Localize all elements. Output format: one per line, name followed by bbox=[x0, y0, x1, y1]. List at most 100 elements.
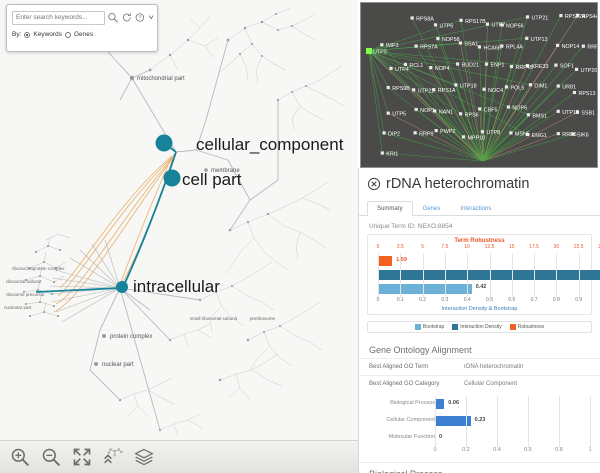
zoom-in-icon[interactable] bbox=[10, 447, 30, 467]
network-node-label: NOP6 bbox=[512, 106, 527, 112]
network-node[interactable] bbox=[410, 16, 414, 20]
network-node[interactable] bbox=[484, 62, 489, 66]
network-node[interactable] bbox=[412, 88, 416, 92]
tree-node-cell-part[interactable] bbox=[163, 169, 181, 187]
network-node[interactable] bbox=[436, 37, 440, 41]
network-node[interactable] bbox=[482, 87, 486, 91]
network-node-label: SSA1 bbox=[464, 41, 478, 47]
chevron-down-icon[interactable] bbox=[148, 11, 154, 24]
network-node[interactable] bbox=[581, 44, 585, 48]
tree-node-nuclear-part[interactable] bbox=[94, 362, 98, 366]
search-row[interactable]: ? bbox=[12, 10, 154, 25]
network-node[interactable] bbox=[380, 151, 384, 155]
fit-screen-icon[interactable] bbox=[72, 447, 92, 467]
network-node[interactable] bbox=[429, 65, 433, 70]
network-node[interactable] bbox=[500, 44, 504, 48]
network-node[interactable] bbox=[554, 63, 558, 67]
gridline bbox=[378, 253, 379, 297]
network-node[interactable] bbox=[455, 62, 460, 66]
network-node[interactable] bbox=[525, 15, 530, 19]
network-node[interactable] bbox=[433, 109, 437, 113]
layers-icon[interactable] bbox=[134, 447, 154, 467]
network-node[interactable] bbox=[509, 131, 513, 135]
go-bar-biological-process bbox=[435, 399, 445, 409]
network-node[interactable] bbox=[386, 85, 390, 90]
tree-node-intracellular[interactable] bbox=[116, 281, 128, 293]
tree-tiny-label-2: ribosome precursor bbox=[6, 292, 45, 297]
network-node-label: NOC4 bbox=[488, 88, 503, 94]
network-node[interactable] bbox=[576, 13, 580, 17]
network-node[interactable] bbox=[526, 113, 530, 117]
network-node[interactable] bbox=[572, 90, 577, 95]
network-node[interactable] bbox=[571, 132, 575, 136]
network-node-label: SSB1 bbox=[581, 111, 595, 117]
tree-node-protein-complex[interactable] bbox=[102, 334, 106, 338]
radio-keywords[interactable] bbox=[24, 31, 31, 38]
network-node[interactable] bbox=[386, 111, 390, 115]
network-node[interactable] bbox=[458, 41, 463, 45]
radio-genes[interactable] bbox=[64, 31, 71, 38]
refresh-icon[interactable] bbox=[121, 11, 133, 24]
network-node[interactable] bbox=[461, 135, 466, 139]
collapse-network-icon[interactable] bbox=[103, 447, 123, 467]
network-node[interactable] bbox=[389, 66, 393, 71]
network-node[interactable] bbox=[559, 13, 563, 18]
tab-summary[interactable]: Summary bbox=[367, 201, 413, 216]
zoom-out-icon[interactable] bbox=[41, 447, 61, 467]
term-detail-panel[interactable]: rDNA heterochromatin Summary Genes Inter… bbox=[358, 168, 600, 473]
network-node[interactable] bbox=[432, 88, 436, 92]
search-by-row[interactable]: By: Keywords Genes bbox=[12, 31, 93, 38]
tab-genes[interactable]: Genes bbox=[422, 206, 441, 212]
network-node[interactable] bbox=[478, 107, 482, 111]
search-icon[interactable] bbox=[107, 11, 119, 24]
ontology-tree-panel[interactable]: cellular_component cell part intracellul… bbox=[0, 0, 358, 473]
network-node[interactable] bbox=[414, 44, 418, 48]
tree-node-membrane[interactable] bbox=[204, 168, 208, 172]
top-tick: 15 bbox=[509, 244, 515, 250]
network-node[interactable] bbox=[504, 85, 509, 89]
network-node[interactable] bbox=[433, 23, 438, 27]
network-node[interactable] bbox=[526, 132, 530, 137]
tree-node-cellular-component[interactable] bbox=[155, 134, 173, 152]
network-node[interactable] bbox=[555, 43, 560, 47]
network-node-label: RPS9B bbox=[392, 86, 410, 92]
network-node[interactable] bbox=[485, 22, 490, 26]
search-input[interactable] bbox=[12, 10, 105, 25]
network-node[interactable] bbox=[528, 83, 533, 87]
search-panel[interactable]: NeXO ? By: bbox=[6, 0, 158, 52]
network-edge bbox=[482, 134, 528, 162]
network-node[interactable] bbox=[477, 45, 482, 49]
network-node[interactable] bbox=[403, 62, 408, 66]
network-node[interactable] bbox=[556, 84, 560, 88]
tab-interactions[interactable]: Interactions bbox=[460, 206, 492, 212]
network-node[interactable] bbox=[413, 131, 417, 135]
gene-interaction-network-panel[interactable]: UTP9 RPS8A UTP6 RPS17B UTP7 NOP56 UTP21 RPS22A R… bbox=[360, 2, 598, 168]
network-node[interactable] bbox=[525, 64, 530, 68]
close-circle-icon[interactable] bbox=[367, 177, 381, 191]
network-node[interactable] bbox=[574, 67, 579, 72]
ontology-tree-graph[interactable]: cellular_component cell part intracellul… bbox=[0, 0, 358, 473]
network-node[interactable] bbox=[525, 36, 529, 40]
network-node[interactable] bbox=[556, 132, 560, 136]
network-node[interactable] bbox=[380, 43, 384, 47]
network-node[interactable] bbox=[458, 112, 463, 116]
network-node[interactable] bbox=[454, 83, 458, 87]
network-node[interactable] bbox=[434, 128, 438, 133]
network-node[interactable] bbox=[480, 130, 484, 134]
network-node[interactable] bbox=[382, 131, 386, 135]
network-edge bbox=[415, 45, 484, 162]
tab-bar[interactable]: Summary Genes Interactions bbox=[359, 200, 600, 216]
tree-toolbar[interactable] bbox=[0, 440, 358, 473]
network-node[interactable] bbox=[509, 64, 514, 69]
help-icon[interactable]: ? bbox=[134, 11, 146, 24]
network-node[interactable] bbox=[414, 107, 418, 112]
network-node[interactable] bbox=[575, 110, 580, 114]
network-node[interactable] bbox=[366, 48, 372, 54]
tree-node-mitochondrial-part[interactable] bbox=[129, 75, 135, 81]
network-node[interactable] bbox=[556, 109, 560, 113]
network-node[interactable] bbox=[500, 23, 504, 27]
network-node[interactable] bbox=[459, 18, 463, 22]
network-node[interactable] bbox=[506, 105, 511, 109]
gridline bbox=[422, 253, 424, 297]
